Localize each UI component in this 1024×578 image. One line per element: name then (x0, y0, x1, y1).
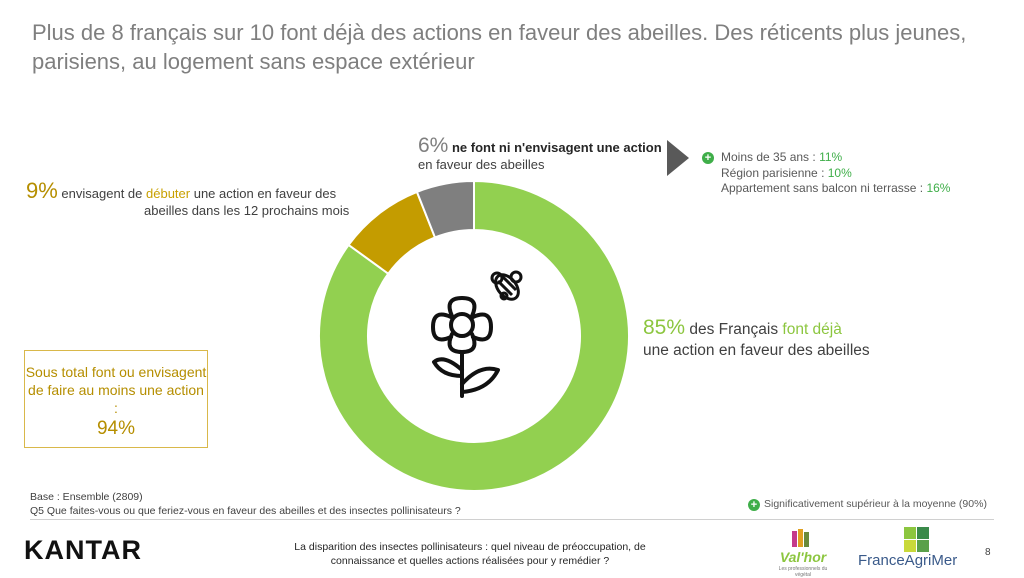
donut-slice-2 (415, 179, 475, 239)
label-plan: 9% envisagent de débuter une action en f… (26, 178, 350, 219)
valhor-logo: Val'hor Les professionnels du végétal (776, 527, 830, 578)
base-note: Base : Ensemble (2809) Q5 Que faites-vou… (30, 491, 461, 517)
subgroup-list: Moins de 35 ans : 11% Région parisienne … (721, 150, 950, 197)
plus-circle-icon: + (748, 499, 760, 511)
label-main-pct: 85% (643, 316, 686, 339)
flower-icon (431, 296, 500, 398)
label-none: 6% ne font ni n'envisagent une action en… (418, 134, 668, 173)
question-text: Q5 Que faites-vous ou que feriez-vous en… (30, 505, 461, 517)
significance-note: Significativement supérieur à la moyenne… (764, 498, 987, 510)
label-none-rest: en faveur des abeilles (418, 157, 545, 172)
label-none-bold: ne font ni n'envisagent une action (451, 140, 662, 155)
donut-slices (318, 179, 630, 492)
subgroup-item: Moins de 35 ans : 11% (721, 150, 843, 164)
footer-study-title: La disparition des insectes pollinisateu… (294, 541, 646, 567)
page-title: Plus de 8 français sur 10 font déjà des … (32, 20, 967, 74)
page-number: 8 (985, 547, 991, 558)
plus-circle-icon: + (702, 152, 714, 164)
subgroup-item: Appartement sans balcon ni terrasse : 16… (721, 181, 951, 195)
subtotal-text: Sous total font ou envisagent de faire a… (25, 364, 207, 416)
subtotal-box: Sous total font ou envisagent de faire a… (24, 350, 208, 448)
donut-slice-0 (318, 179, 630, 492)
label-plan-pct: 9% (26, 178, 58, 203)
label-main: 85% des Français font déjà une action en… (643, 316, 870, 359)
franceagrimer-logo: FranceAgriMer (858, 525, 958, 571)
bee-icon (490, 270, 523, 301)
label-none-pct: 6% (418, 134, 449, 157)
subtotal-value: 94% (96, 418, 136, 439)
kantar-logo: KANTAR (24, 535, 142, 565)
subgroup-item: Région parisienne : 10% (721, 165, 852, 180)
footer-divider (30, 519, 994, 520)
triangle-arrow-icon (667, 140, 689, 176)
